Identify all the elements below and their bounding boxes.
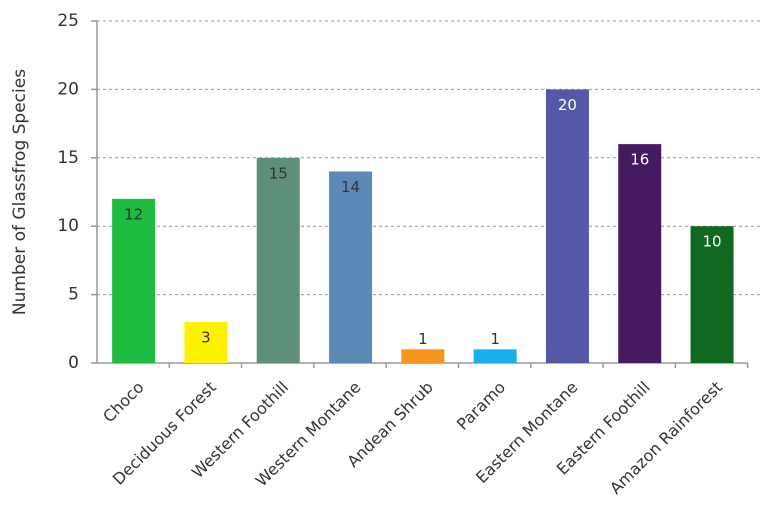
value-label: 16 [630,151,649,169]
value-label: 3 [201,328,211,346]
y-tick-label: 5 [68,285,79,305]
value-label: 20 [558,96,577,114]
bar [256,157,300,363]
value-label: 15 [269,164,288,182]
bar [690,226,734,363]
bar [473,349,517,363]
value-label: 12 [124,205,143,223]
value-label: 10 [703,233,722,251]
bar [545,89,589,364]
bar [401,349,445,363]
y-axis-label: Number of Glassfrog Species [10,69,30,315]
y-tick-label: 15 [57,148,79,168]
bar [184,321,228,363]
y-tick-label: 10 [57,216,79,236]
bar [618,144,662,363]
value-label: 1 [490,330,500,348]
y-tick-label: 0 [68,353,79,373]
bar [329,171,373,363]
bar [112,198,156,363]
x-tick-label: Paramo [453,378,509,434]
x-tick-label: Choco [99,378,148,427]
y-tick-label: 20 [57,79,79,99]
y-tick-label: 25 [57,11,79,31]
value-label: 14 [341,178,360,196]
value-label: 1 [418,330,428,348]
